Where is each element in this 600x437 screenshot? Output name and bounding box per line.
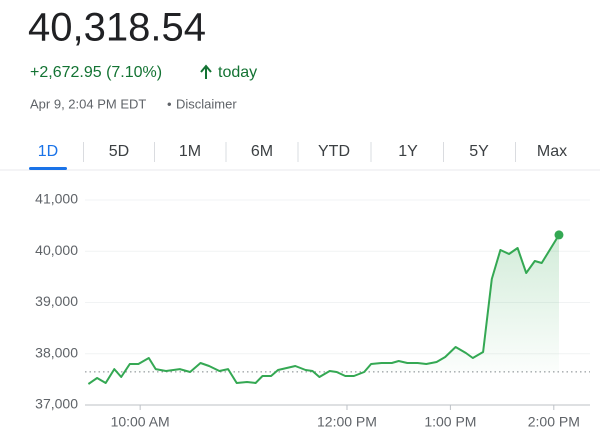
separator: • — [167, 96, 172, 111]
y-tick-label: 38,000 — [35, 344, 78, 360]
y-tick-label: 39,000 — [35, 293, 78, 309]
last-point — [554, 230, 564, 240]
x-tick-label: 10:00 AM — [111, 414, 170, 430]
tab[interactable]: 1Y — [398, 143, 418, 160]
x-tick-label: 12:00 PM — [317, 414, 377, 430]
timestamp: Apr 9, 2:04 PM EDT — [30, 96, 146, 111]
y-tick-label: 37,000 — [35, 396, 78, 412]
price-line — [87, 234, 560, 385]
tab-underline — [29, 167, 67, 170]
tab[interactable]: YTD — [318, 143, 350, 160]
y-tick-label: 40,000 — [35, 242, 78, 258]
period: today — [218, 64, 257, 81]
y-tick-label: 41,000 — [35, 191, 78, 207]
change: +2,672.95 (7.10%) — [30, 64, 162, 81]
x-tick-label: 2:00 PM — [528, 414, 580, 430]
tab[interactable]: Max — [537, 143, 567, 160]
up-arrow — [200, 64, 212, 79]
area — [112, 234, 559, 372]
tab[interactable]: 1M — [179, 143, 201, 160]
x-tick-label: 1:00 PM — [424, 414, 476, 430]
tab[interactable]: 1D — [38, 143, 58, 160]
disclaimer-link[interactable]: Disclaimer — [176, 96, 237, 111]
tab[interactable]: 5D — [109, 143, 129, 160]
price: 40,318.54 — [28, 6, 206, 50]
tab[interactable]: 6M — [251, 143, 273, 160]
tab[interactable]: 5Y — [469, 143, 489, 160]
